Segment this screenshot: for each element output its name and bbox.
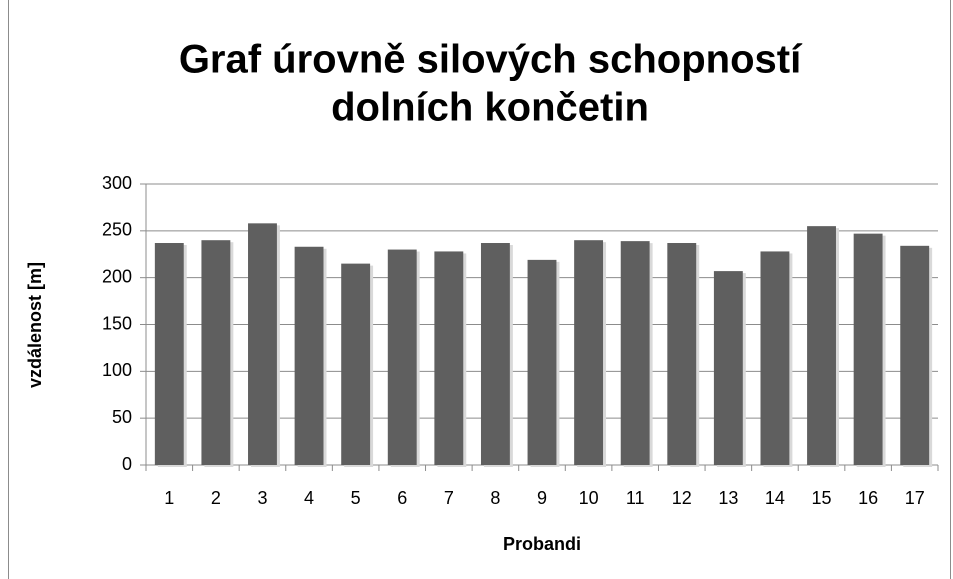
x-tick-label: 5	[351, 488, 361, 508]
bar	[807, 226, 836, 465]
y-tick-label: 200	[102, 266, 132, 286]
x-tick-label: 15	[812, 488, 832, 508]
x-tick-label: 3	[257, 488, 267, 508]
x-tick-label: 12	[672, 488, 692, 508]
x-tick-label: 10	[579, 488, 599, 508]
y-tick-label: 150	[102, 313, 132, 333]
bar	[480, 243, 510, 465]
y-axis-label: vzdálenost [m]	[25, 262, 45, 388]
y-tick-label: 50	[112, 407, 132, 427]
bar	[853, 233, 883, 465]
x-tick-label: 16	[858, 488, 878, 508]
x-tick-label: 13	[718, 488, 738, 508]
x-tick-label: 11	[626, 488, 645, 508]
bar	[387, 249, 417, 465]
bar	[900, 245, 930, 465]
y-tick-label: 100	[102, 360, 132, 380]
bar	[434, 251, 464, 465]
bar	[248, 223, 277, 465]
x-tick-label: 2	[211, 488, 221, 508]
bar	[527, 259, 557, 465]
x-tick-label: 6	[397, 488, 407, 508]
y-tick-label: 250	[102, 220, 132, 240]
bar	[760, 251, 790, 465]
x-tick-label: 7	[444, 488, 454, 508]
x-tick-label: 8	[490, 488, 500, 508]
bar	[201, 240, 231, 465]
x-tick-label: 4	[304, 488, 314, 508]
chart-title: Graf úrovně silových schopností	[179, 38, 803, 82]
x-axis-label: Probandi	[503, 534, 581, 554]
bar	[341, 263, 371, 465]
chart-title: dolních končetin	[331, 86, 649, 130]
bar	[713, 271, 743, 465]
bar	[574, 240, 604, 465]
x-tick-label: 9	[537, 488, 547, 508]
x-tick-label: 17	[905, 488, 925, 508]
y-tick-label: 0	[122, 454, 132, 474]
bar	[620, 241, 650, 465]
bar	[294, 246, 324, 465]
bar	[667, 243, 697, 465]
bar	[154, 243, 184, 465]
x-tick-label: 1	[164, 488, 174, 508]
x-tick-label: 14	[765, 488, 785, 508]
y-tick-label: 300	[102, 173, 132, 193]
